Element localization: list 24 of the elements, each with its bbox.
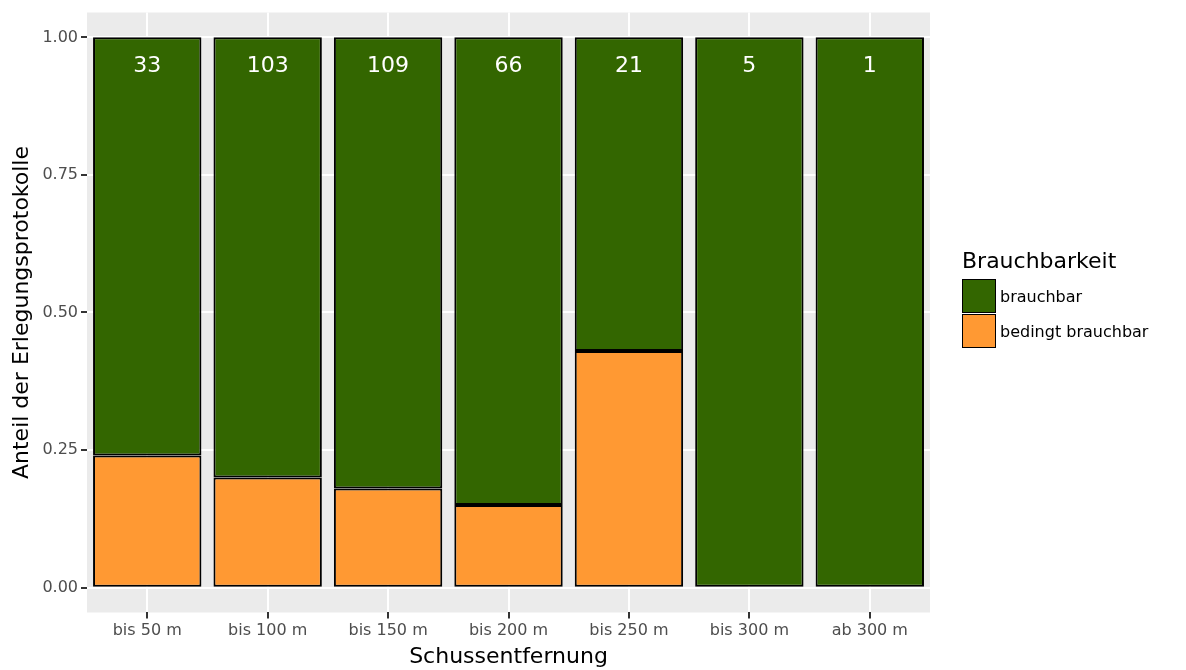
y-tick-label: 0.25 [42,439,79,459]
annotation: 21 [614,52,643,78]
annotation: 66 [494,52,523,78]
annotation: 1 [862,52,877,78]
x-tick-label: bis 200 m [468,620,549,640]
x-tick-label: bis 150 m [348,620,428,640]
y-tick-label: 1.00 [42,26,79,46]
y-tick-label: 0.75 [42,164,79,184]
y-tick-label: 0.50 [42,301,79,321]
legend-title: Brauchbarkeit [962,248,1118,273]
x-axis-title: Schussentfernung [409,642,608,668]
x-tick-label: bis 250 m [589,620,669,640]
y-axis-title: Anteil der Erlegungsprotokolle [7,145,33,480]
x-tick-label: bis 50 m [112,620,182,640]
x-tick-label: ab 300 m [831,620,908,640]
legend-label: bedingt brauchbar [1000,321,1149,341]
annotation: 103 [246,52,289,78]
x-tick-label: bis 100 m [228,620,308,640]
x-tick-label: bis 300 m [709,620,789,640]
annotation: 109 [367,52,410,78]
y-tick-label: 0.00 [42,576,79,596]
legend-label: brauchbar [1000,286,1083,306]
annotation: 5 [742,52,757,78]
annotation: 33 [133,52,162,78]
